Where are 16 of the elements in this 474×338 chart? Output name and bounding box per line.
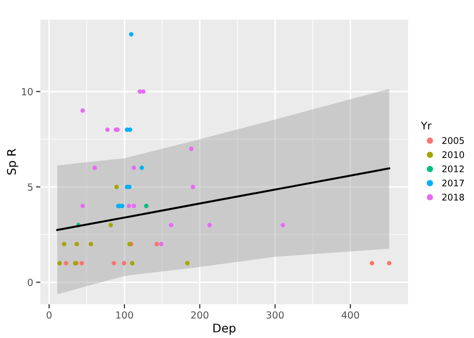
y-tick-label: 0 xyxy=(28,278,33,286)
x-tick-label: 0 xyxy=(46,311,52,319)
y-axis-title: Sp R xyxy=(6,148,18,175)
x-tick-label: 100 xyxy=(116,311,134,319)
x-axis-title: Dep xyxy=(213,324,236,335)
legend-label: 2010 xyxy=(442,151,464,158)
y-tick-label: 10 xyxy=(22,88,33,96)
legend-label: 2012 xyxy=(442,165,464,172)
x-tick-label: 400 xyxy=(342,311,360,319)
legend-label: 2005 xyxy=(442,137,464,144)
legend-label: 2018 xyxy=(442,194,464,201)
x-tick-label: 200 xyxy=(191,311,208,319)
legend-label: 2017 xyxy=(442,180,464,186)
x-tick-label: 300 xyxy=(266,311,284,319)
legend-title: Yr xyxy=(420,122,432,130)
y-tick-label: 5 xyxy=(28,183,32,191)
